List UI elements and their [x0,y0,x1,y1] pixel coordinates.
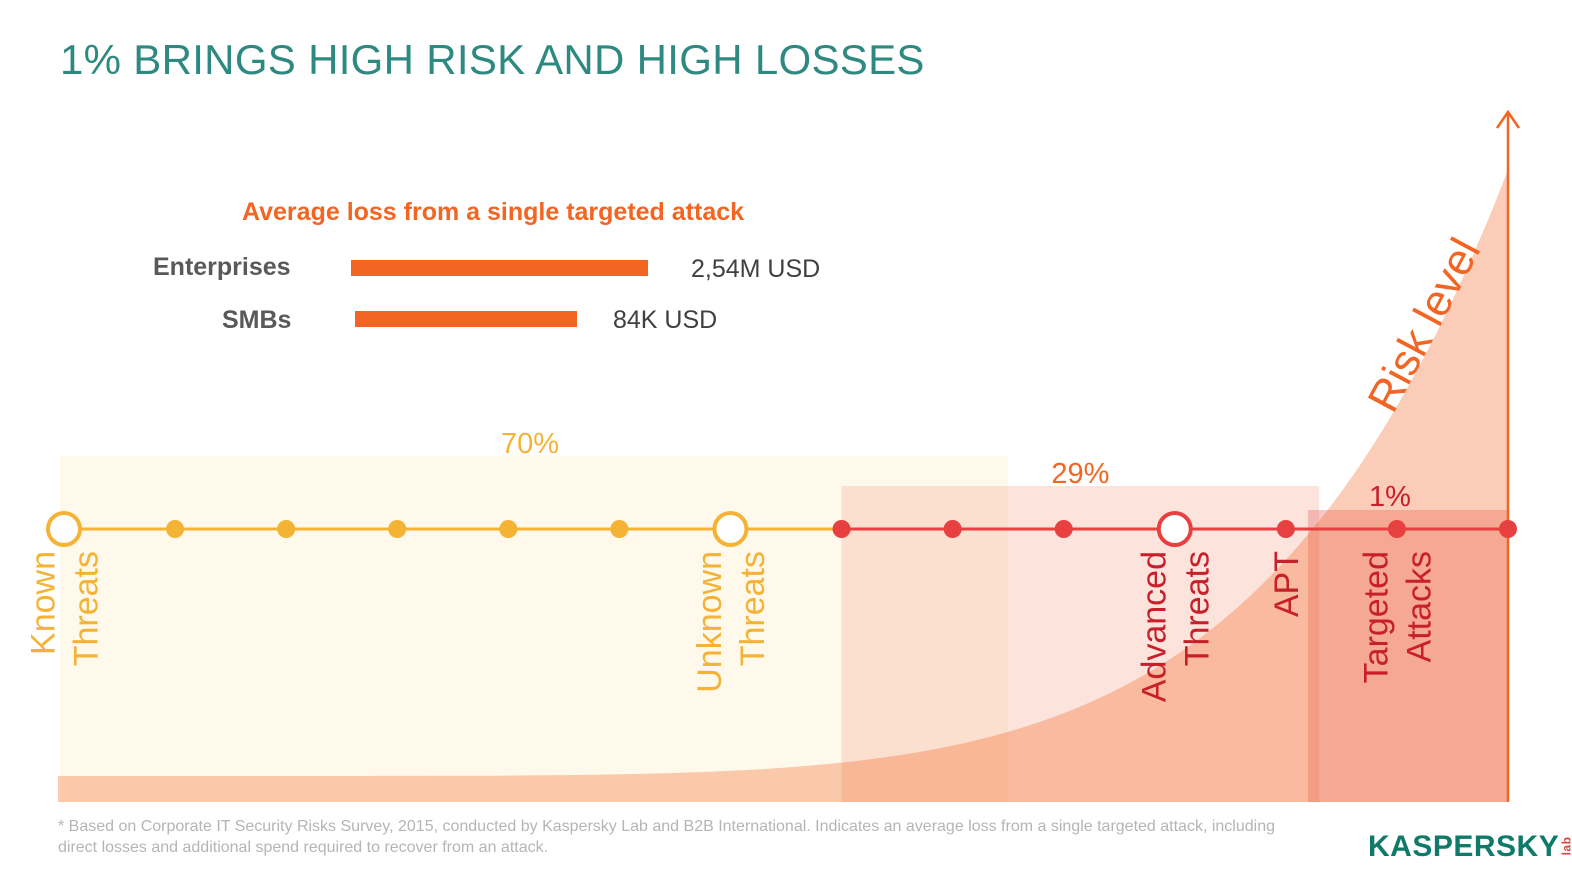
threat-label-10-line-1: Threats [1178,551,1216,666]
logo-lab-suffix: lab [1559,836,1572,856]
risk-axis-arrow [1495,109,1521,129]
page-title: 1% BRINGS HIGH RISK AND HIGH LOSSES [60,36,925,83]
smbs-loss-bar [355,311,577,327]
share-label-29: 29% [1051,458,1109,490]
timeline-point-13 [1499,520,1517,538]
timeline-point-3 [388,520,407,538]
share-zone-70 [60,456,1009,802]
threat-label-12-line-0: Targeted [1357,551,1395,683]
enterprises-loss-bar [351,260,648,276]
timeline-point-5 [610,520,629,538]
threat-label-0-line-1: Threats [68,551,106,666]
timeline-point-4 [499,520,518,538]
threat-label-12-line-1: Attacks [1400,551,1438,662]
timeline-point-10 [1156,511,1193,547]
timeline-point-7 [832,520,851,538]
timeline-point-2 [277,520,296,538]
timeline-point-8 [943,520,962,538]
timeline-point-9 [1054,520,1073,538]
share-zone-29 [841,486,1320,802]
threat-label-11-line-0: APT [1268,551,1306,617]
timeline-point-6 [712,511,749,547]
threat-label-10-line-0: Advanced [1135,551,1173,702]
threat-label-0-line-0: Known [25,551,63,655]
loss-chart-title: Average loss from a single targeted atta… [242,198,745,226]
timeline-point-12 [1387,520,1406,538]
timeline-point-11 [1276,520,1295,538]
threat-labels: Known Threats Unknown Threats Advanced Threat… [25,551,1439,702]
timeline-point-0 [46,511,82,547]
logo-text: KASPERSKY [1368,830,1560,863]
smbs-loss-value: 84K USD [613,306,718,334]
kaspersky-logo: KASPERSKYlab [1368,830,1572,864]
threat-label-6-line-1: Threats [734,551,772,666]
footnote: * Based on Corporate IT Security Risks S… [58,818,1275,856]
enterprises-label: Enterprises [153,253,291,281]
share-zones [60,456,1508,802]
share-zone-1 [1308,510,1508,802]
share-labels: 70% 29% 1% [501,428,1411,513]
threat-timeline [46,511,1517,547]
share-label-1: 1% [1369,481,1411,513]
timeline-point-1 [166,520,185,538]
share-label-70: 70% [501,428,559,460]
threat-label-6-line-0: Unknown [691,551,729,693]
smbs-label: SMBs [222,306,292,334]
enterprises-loss-value: 2,54M USD [691,255,821,283]
risk-curve-area [58,170,1508,802]
